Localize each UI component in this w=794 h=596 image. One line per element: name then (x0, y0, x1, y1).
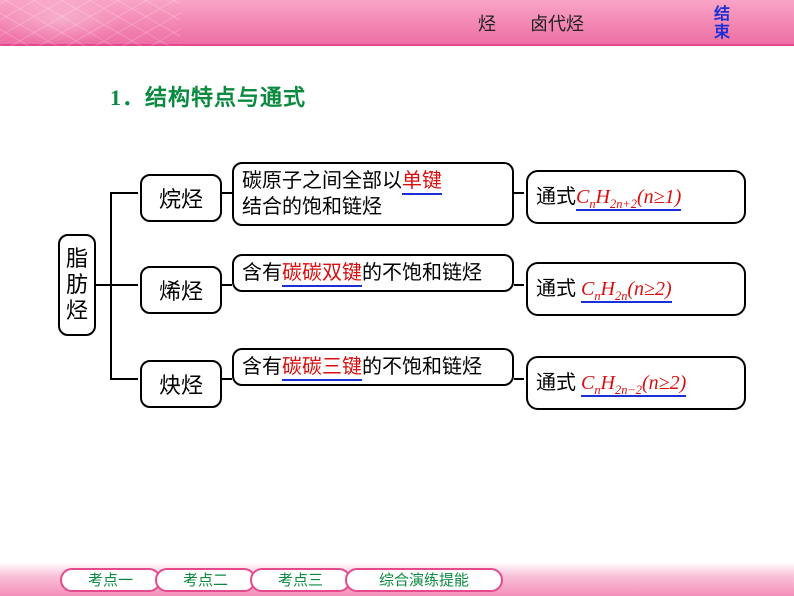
root-char3: 烃 (66, 298, 88, 324)
connector (514, 284, 524, 286)
f-cond: (n≥2) (627, 278, 671, 300)
f-C: C (581, 372, 594, 394)
f-C: C (576, 186, 589, 208)
formula-alkane: 通式CnH2n+2(n≥1) (526, 170, 746, 224)
desc-post: 结合的饱和链烃 (242, 196, 382, 218)
f-H: H (596, 186, 610, 208)
node-alkyne: 炔烃 (140, 360, 222, 408)
connector (514, 192, 524, 194)
section-title: 1．结构特点与通式 (110, 80, 750, 112)
footer-tabs: 考点一 考点二 考点三 综合演练提能 (60, 568, 774, 592)
f-cond: (n≥2) (642, 372, 686, 394)
connector (222, 378, 232, 380)
root-char2: 肪 (66, 272, 88, 298)
connector (110, 378, 138, 380)
formula-alkene: 通式 CnH2n(n≥2) (526, 262, 746, 316)
content-area: 1．结构特点与通式 脂 肪 烃 烷烃 碳原子之间全部以单键结合的饱和链烃 通式C… (50, 80, 750, 462)
f-C: C (581, 278, 594, 300)
node-alkene: 烯烃 (140, 266, 222, 314)
desc-pre: 含有 (242, 356, 282, 378)
header-title-left: 烃 (478, 10, 496, 36)
f-sub2: 2n+2 (610, 197, 637, 211)
desc-post: 的不饱和链烃 (362, 262, 482, 284)
connector (514, 378, 524, 380)
connector (110, 192, 138, 194)
connector (96, 284, 110, 286)
connector (222, 284, 232, 286)
tab-practice[interactable]: 综合演练提能 (345, 568, 503, 592)
node-alkane: 烷烃 (140, 174, 222, 222)
tab-point-3[interactable]: 考点三 (250, 568, 351, 592)
desc-alkene: 含有碳碳双键的不饱和链烃 (232, 254, 514, 292)
desc-pre: 碳原子之间全部以 (242, 170, 402, 192)
formula-label: 通式 (536, 186, 576, 208)
formula-label: 通式 (536, 278, 576, 300)
footer-bar: 考点一 考点二 考点三 综合演练提能 (0, 562, 794, 596)
desc-key: 碳碳三键 (282, 356, 362, 381)
f-sub2: 2n (615, 289, 627, 303)
tab-point-1[interactable]: 考点一 (60, 568, 161, 592)
desc-key: 单键 (402, 170, 442, 195)
formula-alkyne: 通式 CnH2n−2(n≥2) (526, 356, 746, 410)
header-decor-globe (0, 0, 180, 46)
root-char1: 脂 (66, 246, 88, 272)
connector (110, 284, 138, 286)
header-end-char1: 结 (714, 6, 730, 23)
desc-key: 碳碳双键 (282, 262, 362, 287)
f-H: H (601, 372, 615, 394)
tree-diagram: 脂 肪 烃 烷烃 碳原子之间全部以单键结合的饱和链烃 通式CnH2n+2(n≥1… (50, 162, 750, 462)
header-end-button[interactable]: 结 束 (712, 6, 732, 42)
header-bar: 烃 卤代烃 结 束 (0, 0, 794, 46)
f-sub2: 2n−2 (615, 383, 642, 397)
formula-label: 通式 (536, 372, 576, 394)
header-title-right: 卤代烃 (530, 10, 584, 36)
header-end-char2: 束 (714, 24, 730, 41)
tab-point-2[interactable]: 考点二 (155, 568, 256, 592)
desc-alkyne: 含有碳碳三键的不饱和链烃 (232, 348, 514, 386)
f-H: H (601, 278, 615, 300)
tree-root: 脂 肪 烃 (58, 234, 96, 336)
connector (222, 192, 232, 194)
desc-pre: 含有 (242, 262, 282, 284)
desc-post: 的不饱和链烃 (362, 356, 482, 378)
f-cond: (n≥1) (637, 186, 681, 208)
desc-alkane: 碳原子之间全部以单键结合的饱和链烃 (232, 162, 514, 226)
